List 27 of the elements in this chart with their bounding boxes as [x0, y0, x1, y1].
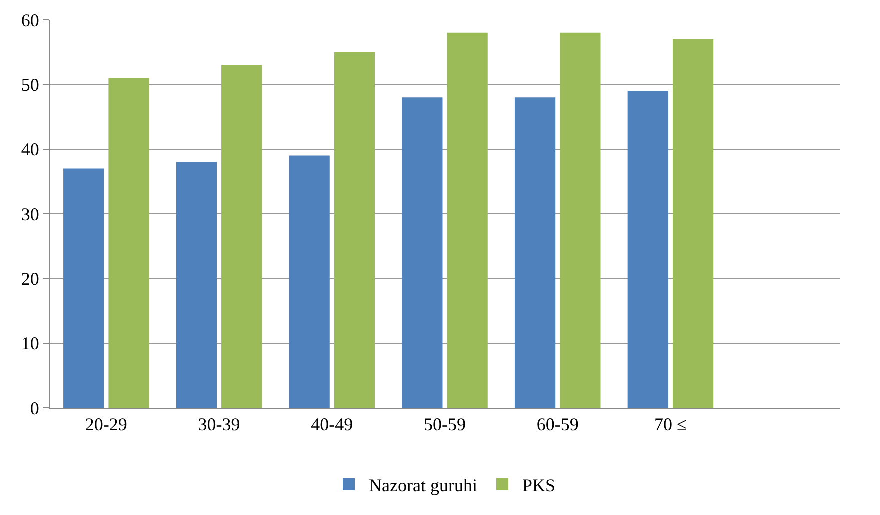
y-tick-label: 10: [21, 334, 40, 354]
bar: [222, 65, 262, 408]
bar: [672, 39, 714, 408]
y-tick-label: 30: [21, 204, 40, 224]
x-tick-label: 40-49: [311, 414, 354, 435]
legend-label: Nazorat guruhi: [369, 475, 478, 496]
x-tick-label: 60-59: [536, 414, 579, 435]
y-tick-label: 60: [21, 10, 40, 30]
bar: [64, 168, 104, 408]
x-tick-label: 50-59: [424, 414, 466, 435]
bar: [514, 98, 556, 408]
bar: [447, 32, 488, 408]
bar: [289, 156, 330, 408]
y-tick-label: 50: [21, 74, 40, 95]
bar: [176, 162, 218, 408]
x-tick-label: 20-29: [85, 414, 128, 435]
x-tick-label: 70 ≤: [654, 414, 688, 435]
bar: [560, 32, 601, 408]
y-tick-label: 40: [21, 140, 40, 160]
bar: [402, 98, 443, 408]
y-tick-label: 0: [30, 398, 40, 418]
y-tick-label: 20: [21, 268, 40, 289]
bar: [628, 91, 668, 408]
x-tick-label: 30-39: [198, 414, 240, 435]
bar: [334, 52, 376, 408]
legend-label: PKS: [522, 475, 556, 496]
bar: [108, 78, 150, 408]
